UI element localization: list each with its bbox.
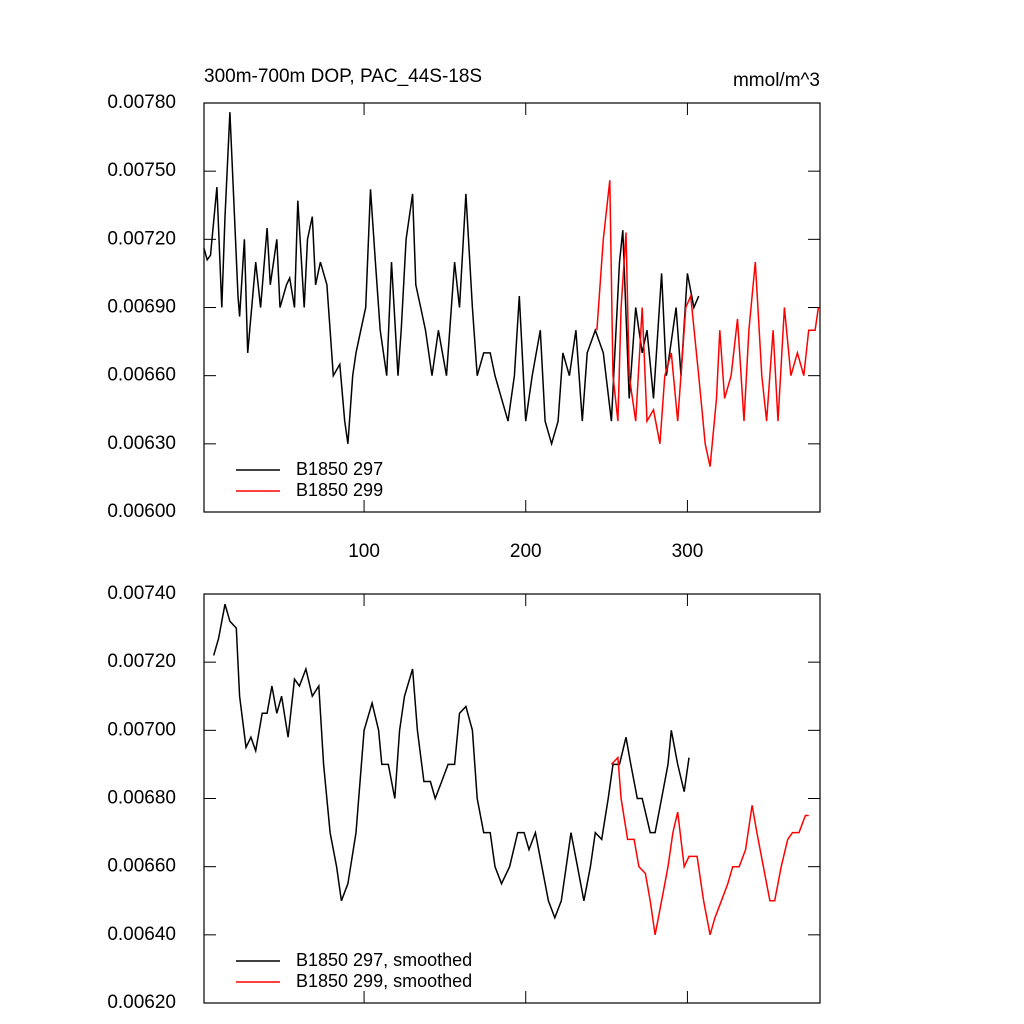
y-tick-label: 0.00620	[107, 992, 176, 1013]
data-line	[596, 180, 820, 467]
x-tick-label: 100	[348, 541, 380, 562]
y-tick-label: 0.00630	[107, 433, 176, 454]
y-tick-label: 0.00600	[107, 501, 176, 522]
legend-label: B1850 297	[296, 459, 383, 479]
y-tick-label: 0.00720	[107, 651, 176, 672]
legend-label: B1850 299	[296, 480, 383, 500]
unit-label: mmol/m^3	[733, 70, 820, 91]
y-tick-label: 0.00660	[107, 365, 176, 386]
plot-frame	[203, 593, 821, 1004]
data-line	[212, 603, 690, 920]
data-line	[203, 112, 700, 447]
y-tick-label: 0.00640	[107, 924, 176, 945]
y-tick-label: 0.00660	[107, 856, 176, 877]
y-tick-label: 0.00680	[107, 788, 176, 809]
y-tick-label: 0.00690	[107, 297, 176, 318]
legend-label: B1850 297, smoothed	[296, 950, 472, 970]
y-tick-label: 0.00700	[107, 719, 176, 740]
y-tick-label: 0.00720	[107, 228, 176, 249]
x-tick-label: 300	[672, 541, 704, 562]
y-tick-label: 0.00740	[107, 583, 176, 604]
plot-frame	[203, 102, 821, 513]
data-line	[610, 755, 809, 936]
y-tick-label: 0.00780	[107, 92, 176, 113]
legend-label: B1850 299, smoothed	[296, 971, 472, 991]
y-tick-label: 0.00750	[107, 160, 176, 181]
chart-title: 300m-700m DOP, PAC_44S-18S	[204, 66, 482, 87]
x-tick-label: 200	[510, 541, 542, 562]
